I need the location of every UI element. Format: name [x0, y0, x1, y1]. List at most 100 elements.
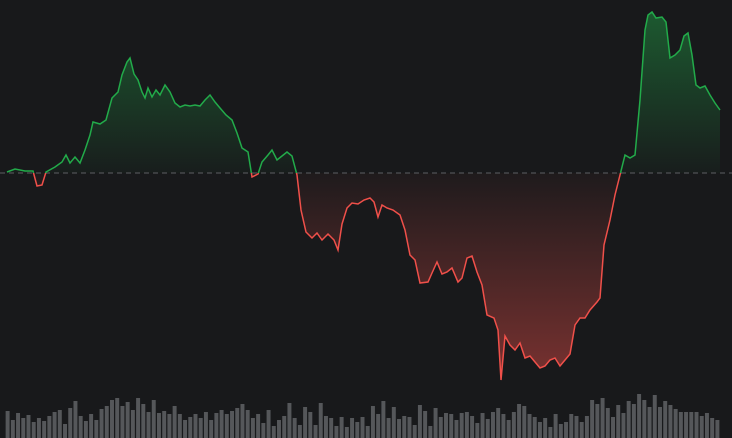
volume-bar [63, 424, 68, 438]
volume-bar [323, 416, 328, 438]
volume-bar [407, 417, 412, 438]
volume-bar [313, 425, 318, 438]
volume-bar [428, 426, 433, 438]
volume-bar [250, 418, 255, 438]
volume-bar [553, 414, 558, 438]
volume-bar [10, 420, 15, 438]
volume-bar [595, 404, 600, 438]
volume-bar [558, 424, 563, 438]
volume-bar [386, 418, 391, 438]
volume-bar [350, 418, 355, 438]
volume-bar [412, 425, 417, 438]
volume-bar [652, 395, 657, 438]
volume-bar [167, 414, 172, 438]
volume-bar [193, 414, 198, 438]
volume-bar [177, 414, 182, 438]
volume-bar [261, 423, 266, 438]
volume-bar [658, 407, 662, 438]
volume-bar [710, 418, 715, 438]
volume-bar [663, 401, 668, 438]
volume-bar [470, 416, 475, 438]
volume-bar [631, 404, 636, 438]
volume-bar [297, 425, 302, 438]
volume-bar [141, 404, 146, 438]
volume-bar [480, 413, 485, 438]
volume-bar [642, 400, 647, 438]
volume-bar [21, 418, 26, 438]
volume-bar [689, 412, 694, 438]
volume-bar [579, 422, 584, 438]
volume-bar [365, 426, 370, 438]
volume-bar [569, 414, 574, 438]
volume-bar [454, 420, 459, 438]
volume-bar [146, 412, 151, 438]
volume-bar [517, 404, 522, 438]
volume-bar [198, 418, 203, 438]
volume-bar [287, 403, 292, 438]
volume-bar [308, 412, 313, 438]
volume-bar [355, 422, 360, 438]
volume-bar [303, 407, 308, 438]
volume-bar [626, 401, 631, 438]
volume-bar [162, 411, 167, 438]
volume-bar [600, 398, 605, 438]
volume-bar [339, 417, 344, 438]
volume-bar [402, 416, 407, 438]
volume-bar [704, 413, 709, 438]
volume-bar [151, 400, 156, 438]
volume-bar [548, 427, 553, 438]
volume-bar [235, 408, 240, 438]
volume-bar [16, 413, 21, 438]
volume-bar [464, 412, 469, 438]
volume-bar [266, 410, 271, 438]
volume-bar [438, 417, 443, 438]
volume-bar [444, 413, 448, 438]
volume-bar [47, 416, 52, 438]
volume-bar [120, 406, 125, 438]
volume-bar [433, 408, 438, 438]
volume-bar [584, 416, 589, 438]
volume-bar [522, 406, 527, 438]
volume-bar [527, 414, 532, 438]
volume-bar [26, 415, 31, 438]
volume-bar [417, 405, 422, 438]
volume-bar [256, 414, 261, 438]
volume-bar [694, 412, 699, 438]
volume-bar [391, 407, 396, 438]
volume-bar [240, 404, 245, 438]
volume-bar [73, 401, 78, 438]
volume-bar [360, 417, 365, 438]
volume-bar [329, 418, 334, 438]
volume-bar [543, 418, 548, 438]
volume-bar [83, 421, 88, 438]
volume-bar [334, 426, 339, 438]
volume-bar [282, 416, 287, 438]
volume-bar [490, 412, 495, 438]
volume-bar [668, 405, 673, 438]
volume-bar [5, 411, 10, 438]
volume-bar [590, 400, 595, 438]
volume-bar [532, 417, 537, 438]
volume-bar [230, 411, 235, 438]
volume-bar [370, 406, 375, 438]
volume-bar [203, 412, 208, 438]
volume-bar [715, 420, 720, 438]
volume-bar [115, 398, 120, 438]
volume-bar [219, 410, 224, 438]
volume-bar [496, 408, 501, 438]
volume-bar [459, 413, 464, 438]
volume-bar [511, 412, 516, 438]
volume-bar [318, 403, 323, 438]
volume-bar [183, 420, 188, 438]
volume-bar [156, 413, 161, 438]
volume-bar [605, 408, 610, 438]
volume-bar [125, 402, 130, 438]
volume-bar [621, 413, 626, 438]
volume-bar [376, 414, 381, 438]
volume-bar [214, 413, 219, 438]
volume-bar [224, 414, 229, 438]
volume-bar [136, 398, 141, 438]
volume-bar [611, 417, 615, 438]
